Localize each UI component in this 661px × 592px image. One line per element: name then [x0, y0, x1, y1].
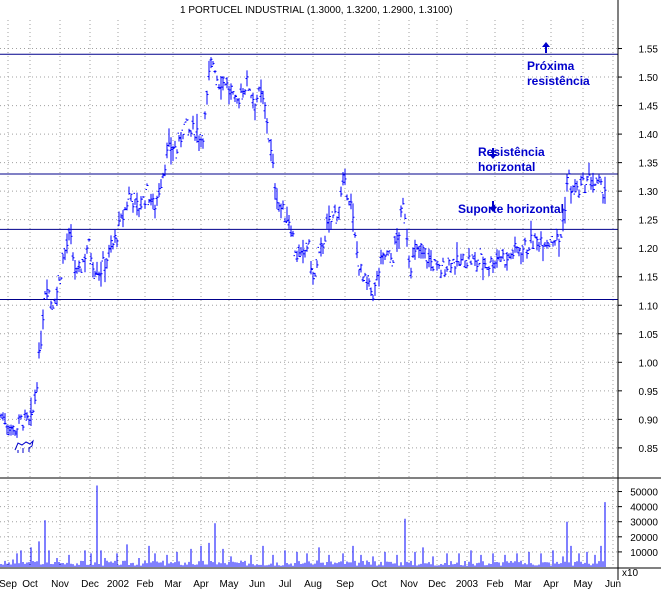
x-tick-label: May [574, 579, 593, 590]
x-tick-label: Sep [336, 579, 354, 590]
x-tick-label: Oct [371, 579, 387, 590]
gridlines [0, 20, 618, 567]
bull-logo [14, 439, 34, 453]
x-tick-label: Apr [543, 579, 559, 590]
x-tick-label: 2002 [107, 579, 130, 590]
price-bars [0, 57, 607, 438]
x-tick-label: Oct [22, 579, 38, 590]
y-tick-label: 0.90 [639, 415, 659, 426]
annotation-text: resistência [527, 74, 590, 88]
arrow-up-icon [542, 42, 550, 47]
y-tick-label: 0.95 [639, 387, 659, 398]
volume-scale-label: x10 [622, 568, 639, 579]
volume-tick-label: 40000 [630, 503, 658, 514]
x-tick-label: Jun [249, 579, 265, 590]
x-tick-label: Nov [400, 579, 418, 590]
arrow-down-icon [489, 154, 497, 159]
x-tick-label: Aug [304, 579, 322, 590]
x-tick-label: Jul [279, 579, 292, 590]
annotation-text: Resistência [478, 145, 545, 159]
y-tick-label: 1.20 [639, 244, 659, 255]
x-tick-label: Feb [136, 579, 154, 590]
y-tick-label: 1.55 [639, 45, 659, 56]
horizontal-lines [0, 53, 618, 301]
chart-title: 1 PORTUCEL INDUSTRIAL (1.3000, 1.3200, 1… [180, 5, 453, 16]
x-tick-label: May [220, 579, 239, 590]
volume-bars [0, 485, 606, 567]
y-tick-label: 1.35 [639, 159, 659, 170]
x-tick-label: Nov [51, 579, 69, 590]
arrow-down-icon [489, 207, 497, 212]
bull-icon [14, 439, 34, 453]
volume-tick-label: 30000 [630, 518, 658, 529]
y-tick-label: 1.30 [639, 187, 659, 198]
y-tick-label: 1.25 [639, 216, 659, 227]
x-tick-label: Mar [514, 579, 532, 590]
y-tick-label: 1.40 [639, 130, 659, 141]
y-tick-label: 1.15 [639, 273, 659, 284]
annotation-text: Suporte horizontal [458, 202, 564, 216]
y-tick-label: 1.45 [639, 102, 659, 113]
x-tick-label: Dec [428, 579, 446, 590]
volume-tick-label: 20000 [630, 533, 658, 544]
y-tick-label: 1.00 [639, 358, 659, 369]
y-tick-label: 1.05 [639, 330, 659, 341]
x-tick-label: Jun [605, 579, 621, 590]
y-tick-label: 1.50 [639, 73, 659, 84]
volume-tick-label: 10000 [630, 548, 658, 559]
y-tick-label: 1.10 [639, 301, 659, 312]
annotation-text: Próxima [527, 59, 575, 73]
volume-tick-label: 50000 [630, 488, 658, 499]
annotation-text: horizontal [478, 160, 535, 174]
x-tick-label: Dec [81, 579, 99, 590]
x-tick-label: Apr [193, 579, 209, 590]
x-tick-label: Mar [164, 579, 182, 590]
suporte-horizontal-label: Suporte horizontal [458, 202, 564, 216]
x-tick-label: Feb [486, 579, 504, 590]
y-tick-label: 0.85 [639, 444, 659, 455]
x-tick-label: 2003 [456, 579, 479, 590]
x-tick-label: Sep [0, 579, 17, 590]
